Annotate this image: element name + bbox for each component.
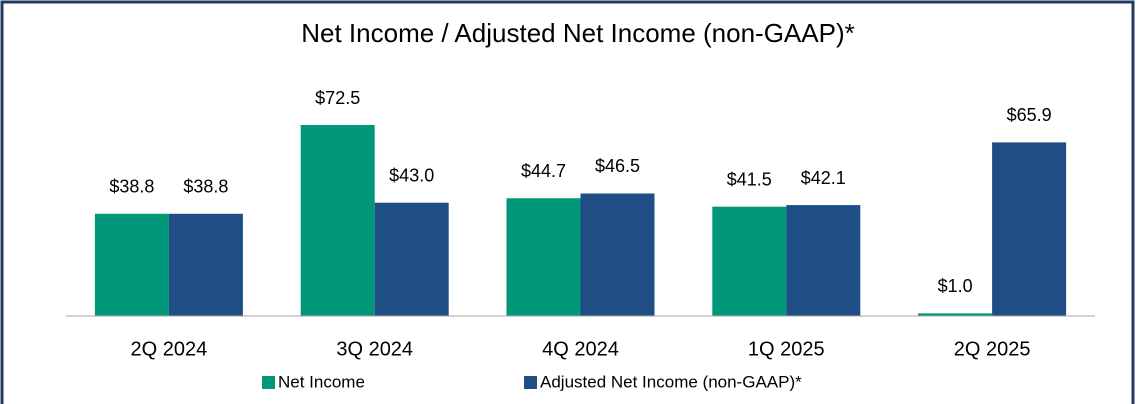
value-label: $1.0 [938, 276, 973, 296]
legend-swatch [524, 376, 537, 389]
bar [580, 193, 655, 316]
legend-swatch [262, 376, 275, 389]
x-tick-label: 4Q 2024 [542, 338, 619, 360]
bar [992, 142, 1067, 316]
bar [300, 125, 375, 316]
x-tick-label: 3Q 2024 [336, 338, 413, 360]
x-tick-label: 2Q 2025 [954, 338, 1031, 360]
bar [786, 205, 861, 316]
bar [94, 213, 169, 316]
value-label: $46.5 [595, 156, 640, 176]
bar [168, 213, 243, 316]
legend-label: Net Income [278, 372, 365, 391]
value-label: $38.8 [109, 177, 154, 197]
value-label: $65.9 [1007, 105, 1052, 125]
x-tick-label: 1Q 2025 [748, 338, 825, 360]
bar [374, 202, 449, 316]
bar [506, 198, 581, 316]
x-tick-label: 2Q 2024 [131, 338, 208, 360]
bar [918, 313, 993, 316]
value-label: $43.0 [389, 165, 434, 185]
bar [712, 206, 787, 316]
chart-title: Net Income / Adjusted Net Income (non-GA… [301, 18, 854, 48]
value-label: $41.5 [727, 169, 772, 189]
value-label: $72.5 [315, 88, 360, 108]
value-label: $44.7 [521, 161, 566, 181]
legend-label: Adjusted Net Income (non-GAAP)* [540, 372, 802, 391]
value-label: $42.1 [801, 168, 846, 188]
value-label: $38.8 [183, 177, 228, 197]
